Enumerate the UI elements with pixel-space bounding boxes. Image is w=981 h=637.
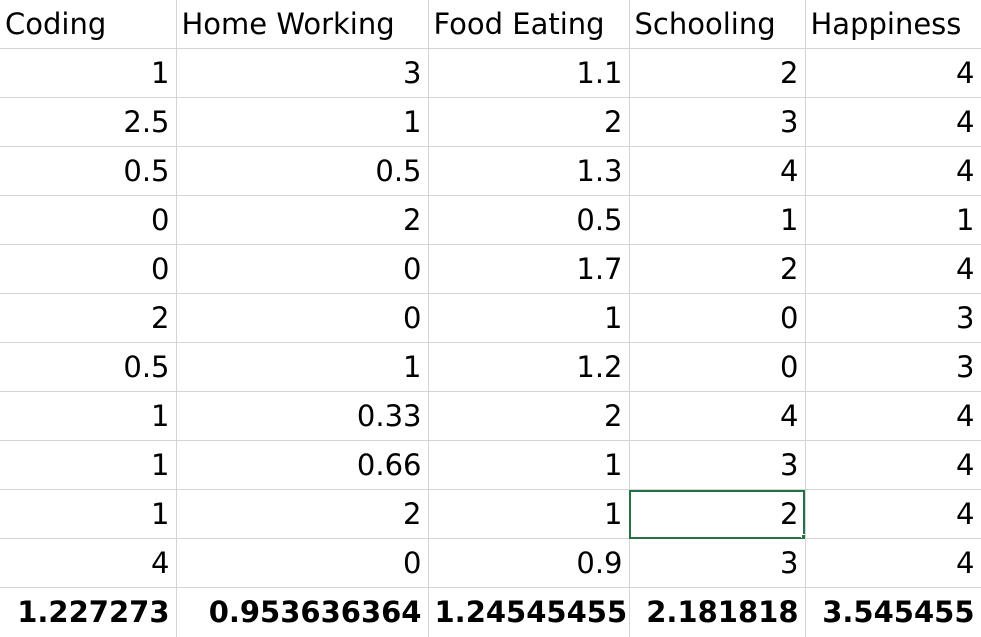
table-row: 2 0 1 0 3 <box>0 293 981 343</box>
cell[interactable]: 4 <box>805 146 981 196</box>
cell[interactable]: 2 <box>0 293 177 343</box>
cell[interactable]: 0 <box>176 293 429 343</box>
header-cell-coding[interactable]: Coding <box>0 0 177 49</box>
cell[interactable]: 4 <box>629 391 806 441</box>
cell[interactable]: 1 <box>428 440 630 490</box>
cell[interactable]: 4 <box>805 391 981 441</box>
cell[interactable]: 1 <box>0 48 177 98</box>
cell[interactable]: 3 <box>629 440 806 490</box>
selected-cell[interactable]: 2 <box>629 489 806 539</box>
header-cell-happiness[interactable]: Happiness <box>805 0 981 49</box>
cell[interactable]: 0 <box>0 195 177 245</box>
cell[interactable]: 0.66 <box>176 440 429 490</box>
cell[interactable]: 0 <box>176 244 429 294</box>
cell-value: 2 <box>780 497 799 531</box>
total-cell-home-working[interactable]: 0.953636364 <box>176 587 429 637</box>
cell[interactable]: 4 <box>805 440 981 490</box>
cell[interactable]: 2 <box>176 195 429 245</box>
cell[interactable]: 1 <box>629 195 806 245</box>
cell[interactable]: 4 <box>805 48 981 98</box>
cell[interactable]: 1 <box>805 195 981 245</box>
cell[interactable]: 4 <box>805 244 981 294</box>
cell[interactable]: 4 <box>805 489 981 539</box>
cell[interactable]: 0 <box>629 342 806 392</box>
cell[interactable]: 2.5 <box>0 97 177 147</box>
total-cell-coding[interactable]: 1.227273 <box>0 587 177 637</box>
totals-row: 1.227273 0.953636364 1.24545455 2.181818… <box>0 587 981 637</box>
table-row: 0 2 0.5 1 1 <box>0 195 981 245</box>
cell[interactable]: 1 <box>428 293 630 343</box>
cell[interactable]: 1 <box>0 391 177 441</box>
cell[interactable]: 4 <box>805 538 981 588</box>
cell[interactable]: 4 <box>629 146 806 196</box>
table-row: 1 0.66 1 3 4 <box>0 440 981 490</box>
cell[interactable]: 1 <box>176 97 429 147</box>
cell[interactable]: 2 <box>176 489 429 539</box>
cell[interactable]: 0.5 <box>0 342 177 392</box>
table-row: 0 0 1.7 2 4 <box>0 244 981 294</box>
cell[interactable]: 0.9 <box>428 538 630 588</box>
cell[interactable]: 0.5 <box>428 195 630 245</box>
cell[interactable]: 2 <box>629 48 806 98</box>
cell[interactable]: 3 <box>176 48 429 98</box>
table-row: 0.5 1 1.2 0 3 <box>0 342 981 392</box>
cell[interactable]: 4 <box>0 538 177 588</box>
cell[interactable]: 0.5 <box>176 146 429 196</box>
table-row: 2.5 1 2 3 4 <box>0 97 981 147</box>
cell[interactable]: 3 <box>805 342 981 392</box>
cell[interactable]: 2 <box>428 391 630 441</box>
cell[interactable]: 1 <box>176 342 429 392</box>
cell[interactable]: 2 <box>629 244 806 294</box>
header-row: Coding Home Working Food Eating Schoolin… <box>0 0 981 49</box>
fill-handle[interactable] <box>800 534 804 538</box>
cell[interactable]: 1 <box>0 440 177 490</box>
cell[interactable]: 1 <box>0 489 177 539</box>
cell[interactable]: 1.1 <box>428 48 630 98</box>
cell[interactable]: 3 <box>629 538 806 588</box>
cell[interactable]: 0 <box>629 293 806 343</box>
total-cell-happiness[interactable]: 3.545455 <box>805 587 981 637</box>
cell[interactable]: 1 <box>428 489 630 539</box>
header-cell-home-working[interactable]: Home Working <box>176 0 429 49</box>
cell[interactable]: 0 <box>0 244 177 294</box>
cell[interactable]: 4 <box>805 97 981 147</box>
header-cell-schooling[interactable]: Schooling <box>629 0 806 49</box>
cell[interactable]: 1.7 <box>428 244 630 294</box>
total-cell-food-eating[interactable]: 1.24545455 <box>428 587 630 637</box>
table-row: 4 0 0.9 3 4 <box>0 538 981 588</box>
cell[interactable]: 0.33 <box>176 391 429 441</box>
cell[interactable]: 0.5 <box>0 146 177 196</box>
cell[interactable]: 1.3 <box>428 146 630 196</box>
cell[interactable]: 2 <box>428 97 630 147</box>
table-row: 1 2 1 2 4 <box>0 489 981 539</box>
total-cell-schooling[interactable]: 2.181818 <box>629 587 806 637</box>
cell[interactable]: 3 <box>805 293 981 343</box>
table-row: 1 0.33 2 4 4 <box>0 391 981 441</box>
table-row: 0.5 0.5 1.3 4 4 <box>0 146 981 196</box>
cell[interactable]: 3 <box>629 97 806 147</box>
cell[interactable]: 1.2 <box>428 342 630 392</box>
table-row: 1 3 1.1 2 4 <box>0 48 981 98</box>
cell[interactable]: 0 <box>176 538 429 588</box>
header-cell-food-eating[interactable]: Food Eating <box>428 0 630 49</box>
